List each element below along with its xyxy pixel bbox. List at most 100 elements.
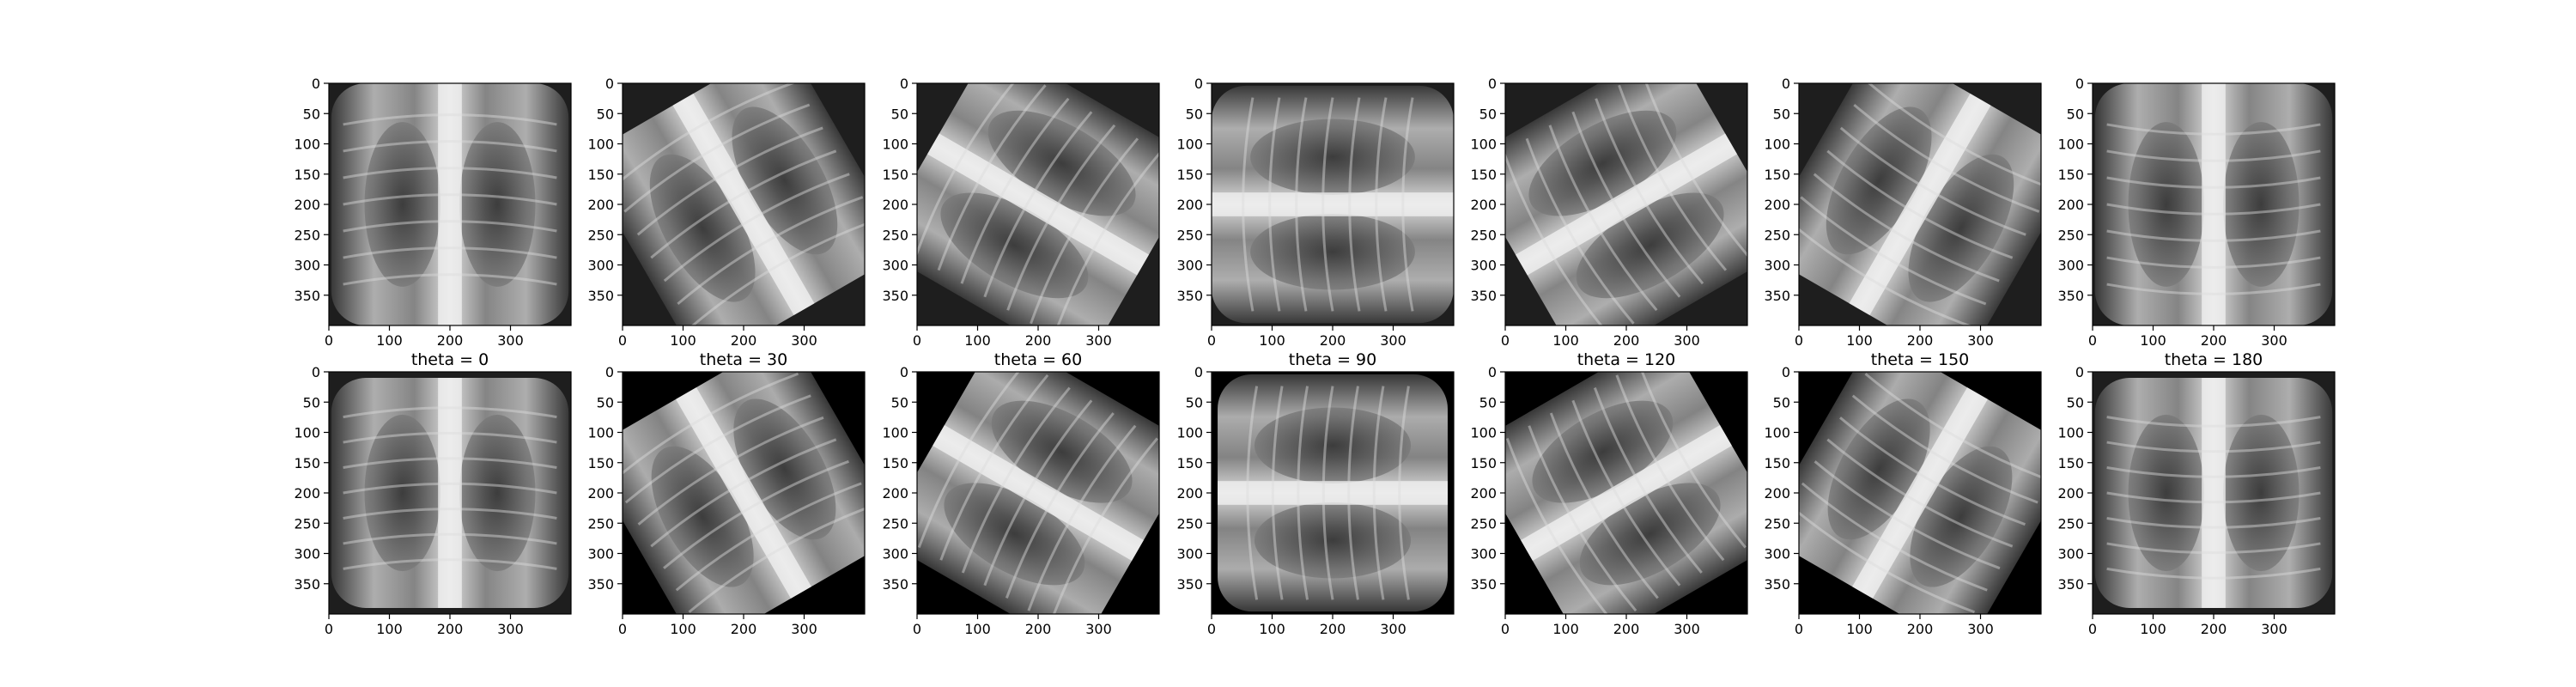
y-tick-label: 200	[1176, 197, 1203, 213]
x-tick-label: 100	[1259, 621, 1285, 637]
panel-image-top-120	[1505, 83, 1747, 325]
y-tick-label: 150	[2057, 167, 2084, 183]
y-tick-label: 300	[882, 546, 908, 562]
panel-top-theta-150: 0 100 200 300 0 50 100 150 200 250 300 350	[1764, 76, 2042, 349]
y-tick-label: 250	[587, 515, 614, 532]
x-tick-label: 300	[1085, 332, 1112, 349]
x-tick-label: 200	[1613, 332, 1640, 349]
x-tick-label: 300	[1380, 621, 1406, 637]
y-tick-label: 350	[1764, 576, 1790, 593]
panel-top-theta-0: 0 100 200 300 0 50 100 150 200 250 300 350	[294, 76, 572, 349]
y-tick-label: 50	[597, 394, 614, 410]
panel-title: theta = 0	[411, 350, 489, 369]
panel-image-top-0	[329, 83, 571, 325]
x-tick-label: 200	[731, 621, 757, 637]
x-tick-label: 100	[2140, 332, 2166, 349]
y-tick-label: 150	[1176, 167, 1203, 183]
panel-title: theta = 30	[700, 350, 787, 369]
y-tick-label: 100	[882, 425, 908, 441]
panel-bottom-theta-90: 0 100 200 300 0 50 100 150 200 250 300 350 theta = 9…	[1176, 350, 1455, 637]
x-tick-label: 100	[964, 332, 991, 349]
panel-top-theta-30: 0 100 200 300 0 50 100 150 200 250 300 350	[587, 76, 866, 349]
x-tick-label: 0	[1207, 332, 1216, 349]
y-tick-label: 200	[882, 485, 908, 502]
panel-image-bottom-30	[623, 372, 865, 614]
y-tick-label: 50	[2067, 394, 2084, 410]
x-tick-label: 300	[497, 332, 524, 349]
y-tick-label: 150	[882, 455, 908, 471]
y-tick-label: 250	[294, 515, 320, 532]
x-tick-label: 300	[791, 621, 817, 637]
y-tick-label: 150	[1764, 455, 1790, 471]
x-tick-label: 200	[1907, 332, 1934, 349]
y-tick-label: 100	[2057, 137, 2084, 153]
y-tick-label: 100	[294, 137, 320, 153]
x-tick-label: 0	[618, 332, 627, 349]
y-tick-label: 50	[597, 106, 614, 122]
y-tick-label: 300	[587, 546, 614, 562]
x-tick-label: 100	[1846, 621, 1873, 637]
y-tick-label: 100	[1764, 137, 1790, 153]
x-tick-label: 300	[1967, 621, 1994, 637]
y-tick-label: 0	[900, 364, 908, 380]
panel-bottom-theta-150: 0 100 200 300 0 50 100 150 200 250 300 350 theta = 1…	[1764, 350, 2042, 637]
x-tick-label: 100	[1552, 621, 1579, 637]
x-tick-label: 0	[1501, 332, 1510, 349]
panel-image-top-150	[1799, 83, 2041, 325]
y-tick-label: 200	[882, 197, 908, 213]
panel-image-top-90	[1212, 83, 1454, 325]
y-tick-label: 250	[882, 227, 908, 243]
y-tick-label: 50	[891, 394, 908, 410]
y-tick-label: 0	[900, 76, 908, 92]
panel-image-bottom-120	[1505, 372, 1747, 614]
panel-image-bottom-180	[2093, 372, 2335, 614]
y-tick-label: 0	[1782, 364, 1790, 380]
y-tick-label: 0	[1488, 76, 1497, 92]
y-tick-label: 100	[1764, 425, 1790, 441]
y-tick-label: 200	[294, 197, 320, 213]
y-tick-label: 250	[1470, 515, 1497, 532]
x-tick-label: 300	[1380, 332, 1406, 349]
y-tick-label: 300	[294, 258, 320, 274]
x-tick-label: 0	[1207, 621, 1216, 637]
x-tick-label: 100	[1552, 332, 1579, 349]
y-tick-label: 50	[1479, 394, 1497, 410]
y-tick-label: 200	[1470, 197, 1497, 213]
y-tick-label: 0	[1782, 76, 1790, 92]
x-tick-label: 200	[1025, 621, 1052, 637]
y-tick-label: 100	[1176, 425, 1203, 441]
x-tick-label: 100	[2140, 621, 2166, 637]
y-tick-label: 250	[2057, 227, 2084, 243]
y-tick-label: 150	[1176, 455, 1203, 471]
x-tick-label: 300	[1674, 332, 1700, 349]
y-tick-label: 50	[1186, 394, 1203, 410]
x-tick-label: 300	[1674, 621, 1700, 637]
panel-image-bottom-150	[1799, 372, 2041, 614]
y-tick-label: 350	[2057, 576, 2084, 593]
y-tick-label: 200	[294, 485, 320, 502]
y-tick-label: 150	[882, 167, 908, 183]
panel-bottom-theta-120: 0 100 200 300 0 50 100 150 200 250 300 350 theta = 1…	[1470, 350, 1748, 637]
x-tick-label: 200	[1320, 621, 1346, 637]
y-tick-label: 100	[1470, 425, 1497, 441]
panel-bottom-theta-60: 0 100 200 300 0 50 100 150 200 250 300 350 theta = 6…	[882, 350, 1160, 637]
y-tick-label: 50	[1186, 106, 1203, 122]
y-tick-label: 100	[1470, 137, 1497, 153]
y-tick-label: 50	[2067, 106, 2084, 122]
x-tick-label: 100	[964, 621, 991, 637]
y-tick-label: 350	[1764, 288, 1790, 304]
x-tick-label: 300	[2261, 332, 2287, 349]
x-tick-label: 0	[1795, 621, 1803, 637]
x-tick-label: 0	[913, 332, 921, 349]
x-tick-label: 200	[1613, 621, 1640, 637]
y-tick-label: 50	[1479, 106, 1497, 122]
y-tick-label: 150	[1764, 167, 1790, 183]
y-tick-label: 350	[1176, 288, 1203, 304]
y-tick-label: 250	[1764, 515, 1790, 532]
panel-top-theta-180: 0 100 200 300 0 50 100 150 200 250 300 350	[2057, 76, 2336, 349]
y-tick-label: 200	[2057, 197, 2084, 213]
x-tick-label: 300	[497, 621, 524, 637]
panel-bottom-theta-0: 0 100 200 300 0 50 100 150 200 250 300 350 theta = 0	[294, 350, 572, 637]
y-tick-label: 300	[587, 258, 614, 274]
